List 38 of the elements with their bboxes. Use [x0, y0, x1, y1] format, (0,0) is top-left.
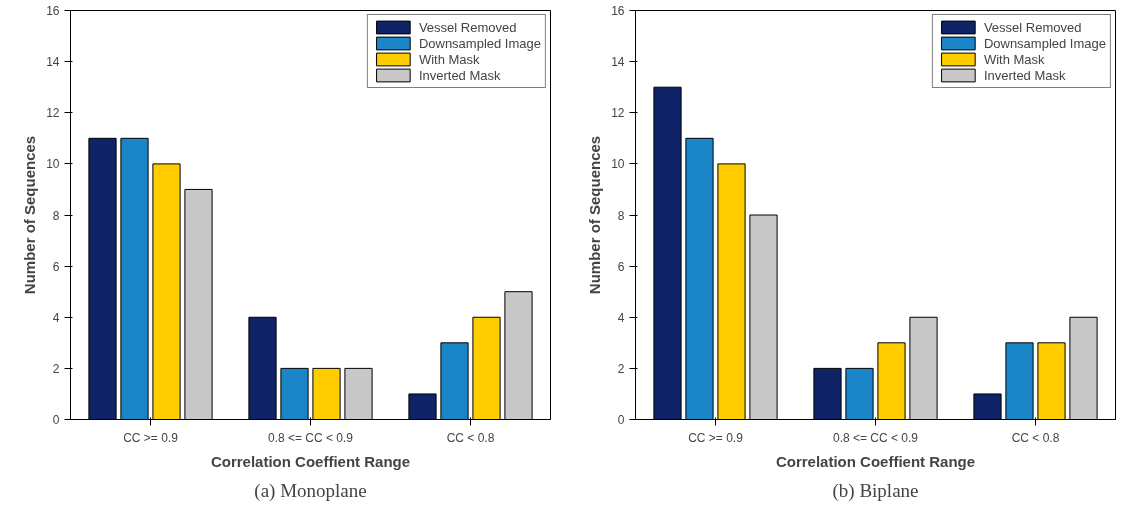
y-tick-label: 0 — [617, 413, 625, 427]
y-tick-label: 0 — [52, 413, 60, 427]
x-tick-label: 0.8 <= CC < 0.9 — [832, 430, 919, 445]
legend-label: Vessel Removed — [983, 19, 1082, 35]
legend-label: Downsampled Image — [418, 35, 541, 51]
y-tick-label: 2 — [52, 361, 60, 376]
x-tick-label: CC >= 0.9 — [688, 430, 744, 445]
y-tick-label: 14 — [46, 55, 60, 70]
y-axis-title: Number of Sequences — [21, 135, 39, 295]
legend-label: Inverted Mask — [983, 67, 1066, 83]
y-tick-label: 4 — [617, 310, 625, 325]
legend-label: Inverted Mask — [418, 67, 501, 83]
y-tick-label: 8 — [617, 208, 625, 223]
legend-label: With Mask — [983, 51, 1045, 67]
y-tick-label: 6 — [617, 259, 625, 274]
y-tick-label: 12 — [46, 106, 60, 121]
y-tick-label: 10 — [46, 157, 60, 172]
x-tick-label: 0.8 <= CC < 0.9 — [267, 430, 354, 445]
y-tick-label: 12 — [611, 106, 625, 121]
x-axis-title: Correlation Coeffient Range — [210, 452, 411, 470]
y-tick-label: 10 — [611, 157, 625, 172]
x-tick-label: CC < 0.8 — [446, 430, 495, 445]
x-tick-label: CC < 0.8 — [1011, 430, 1060, 445]
y-axis-title: Number of Sequences — [586, 135, 604, 295]
y-tick-label: 14 — [611, 55, 625, 70]
text: (a) Monoplane — [254, 479, 367, 502]
y-tick-label: 4 — [52, 310, 60, 325]
x-axis-title: Correlation Coeffient Range — [775, 452, 976, 470]
legend-label: Vessel Removed — [418, 19, 517, 35]
legend-label: With Mask — [418, 51, 480, 67]
y-tick-label: 16 — [46, 4, 60, 18]
y-tick-label: 16 — [611, 4, 625, 18]
y-tick-label: 2 — [617, 361, 625, 376]
legend-label: Downsampled Image — [983, 35, 1106, 51]
y-tick-label: 8 — [52, 208, 60, 223]
x-tick-label: CC >= 0.9 — [123, 430, 179, 445]
text: (b) Biplane — [832, 479, 919, 502]
y-tick-label: 6 — [52, 259, 60, 274]
